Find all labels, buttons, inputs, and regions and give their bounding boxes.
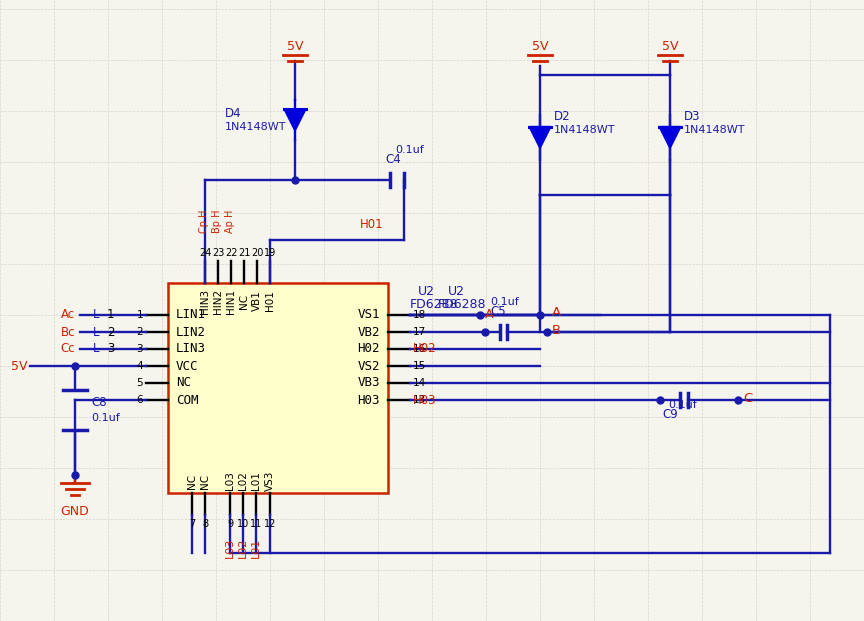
- Text: 1N4148WT: 1N4148WT: [684, 125, 746, 135]
- Text: 9: 9: [227, 519, 233, 529]
- Text: 20: 20: [251, 248, 264, 258]
- Text: 1: 1: [137, 310, 143, 320]
- Text: HIN2: HIN2: [213, 288, 223, 314]
- Text: L01: L01: [251, 471, 261, 491]
- Text: Bc: Bc: [60, 325, 75, 338]
- Text: 7: 7: [189, 519, 195, 529]
- Text: VS3: VS3: [265, 471, 275, 491]
- Text: U2: U2: [448, 285, 465, 298]
- Text: 17: 17: [413, 327, 426, 337]
- Polygon shape: [284, 109, 306, 131]
- Text: U2: U2: [418, 285, 435, 298]
- Text: 5V: 5V: [531, 40, 549, 53]
- Text: 3: 3: [107, 343, 114, 355]
- Text: 0.1uf: 0.1uf: [668, 400, 696, 410]
- Text: A: A: [552, 306, 561, 319]
- Text: 14: 14: [413, 378, 426, 388]
- Text: 12: 12: [264, 519, 276, 529]
- Text: C: C: [743, 391, 753, 404]
- Text: C4: C4: [385, 153, 401, 166]
- Text: GND: GND: [60, 505, 89, 518]
- Text: FD6288: FD6288: [438, 298, 486, 311]
- Text: L: L: [93, 309, 99, 322]
- Text: VB1: VB1: [252, 291, 262, 312]
- Text: 16: 16: [413, 344, 426, 354]
- Text: 1N4148WT: 1N4148WT: [225, 122, 287, 132]
- Text: L01: L01: [251, 538, 261, 558]
- Text: 18: 18: [413, 310, 426, 320]
- Text: 5: 5: [137, 378, 143, 388]
- Text: C5: C5: [490, 305, 505, 318]
- Text: VCC: VCC: [176, 360, 199, 373]
- Text: L03: L03: [225, 471, 235, 491]
- Text: 2: 2: [107, 325, 115, 338]
- Text: 0.1uf: 0.1uf: [490, 297, 518, 307]
- Text: 10: 10: [237, 519, 249, 529]
- Text: 5V: 5V: [11, 360, 28, 373]
- Text: Ac: Ac: [60, 309, 75, 322]
- Text: L02: L02: [238, 538, 248, 558]
- Text: NC: NC: [200, 473, 210, 489]
- Text: 1N4148WT: 1N4148WT: [554, 125, 615, 135]
- Text: 4: 4: [137, 361, 143, 371]
- Text: LIN2: LIN2: [176, 325, 206, 338]
- Text: NC: NC: [176, 376, 191, 389]
- Text: 11: 11: [250, 519, 262, 529]
- Text: NC: NC: [187, 473, 197, 489]
- Text: 3: 3: [137, 344, 143, 354]
- Text: B: B: [552, 324, 561, 337]
- Text: H01: H01: [360, 218, 384, 231]
- Text: L03: L03: [225, 538, 235, 558]
- Text: L02: L02: [238, 471, 248, 491]
- Text: D3: D3: [684, 110, 701, 123]
- Bar: [168, 283, 388, 493]
- Text: 0.1uf: 0.1uf: [91, 413, 120, 423]
- Text: LIN1: LIN1: [176, 309, 206, 322]
- Text: VS1: VS1: [358, 309, 380, 322]
- Text: 1: 1: [107, 309, 115, 322]
- Text: 22: 22: [225, 248, 238, 258]
- Text: HIN3: HIN3: [200, 288, 210, 314]
- Text: VS2: VS2: [358, 360, 380, 373]
- Text: Cc: Cc: [60, 343, 75, 355]
- Text: FD6288: FD6288: [410, 298, 459, 311]
- Text: H03: H03: [358, 394, 380, 407]
- Text: D4: D4: [225, 107, 242, 120]
- Text: H02: H02: [358, 343, 380, 355]
- Text: 19: 19: [264, 248, 276, 258]
- Polygon shape: [529, 127, 551, 148]
- Text: H02: H02: [413, 343, 436, 355]
- Text: 8: 8: [202, 519, 208, 529]
- Text: Ap H: Ap H: [225, 210, 235, 233]
- Text: Cp H: Cp H: [199, 209, 209, 233]
- Text: HIN1: HIN1: [226, 288, 236, 314]
- Text: L: L: [93, 325, 99, 338]
- Text: VB3: VB3: [358, 376, 380, 389]
- Text: Bp H: Bp H: [212, 209, 222, 233]
- Text: C8: C8: [91, 396, 106, 409]
- Text: 24: 24: [199, 248, 211, 258]
- Text: C9: C9: [662, 408, 677, 421]
- Text: VB2: VB2: [358, 325, 380, 338]
- Text: 23: 23: [212, 248, 224, 258]
- Text: A: A: [485, 309, 493, 322]
- Text: H01: H01: [265, 291, 275, 312]
- Text: 2: 2: [137, 327, 143, 337]
- Text: 5V: 5V: [662, 40, 678, 53]
- Text: COM: COM: [176, 394, 199, 407]
- Text: 5V: 5V: [287, 40, 303, 53]
- Text: NC: NC: [239, 294, 249, 309]
- Text: 13: 13: [413, 395, 426, 405]
- Text: L: L: [93, 343, 99, 355]
- Text: H03: H03: [413, 394, 436, 407]
- Text: 21: 21: [238, 248, 251, 258]
- Text: 15: 15: [413, 361, 426, 371]
- Text: LIN3: LIN3: [176, 343, 206, 355]
- Polygon shape: [659, 127, 681, 148]
- Text: D2: D2: [554, 110, 570, 123]
- Text: 6: 6: [137, 395, 143, 405]
- Text: 0.1uf: 0.1uf: [395, 145, 423, 155]
